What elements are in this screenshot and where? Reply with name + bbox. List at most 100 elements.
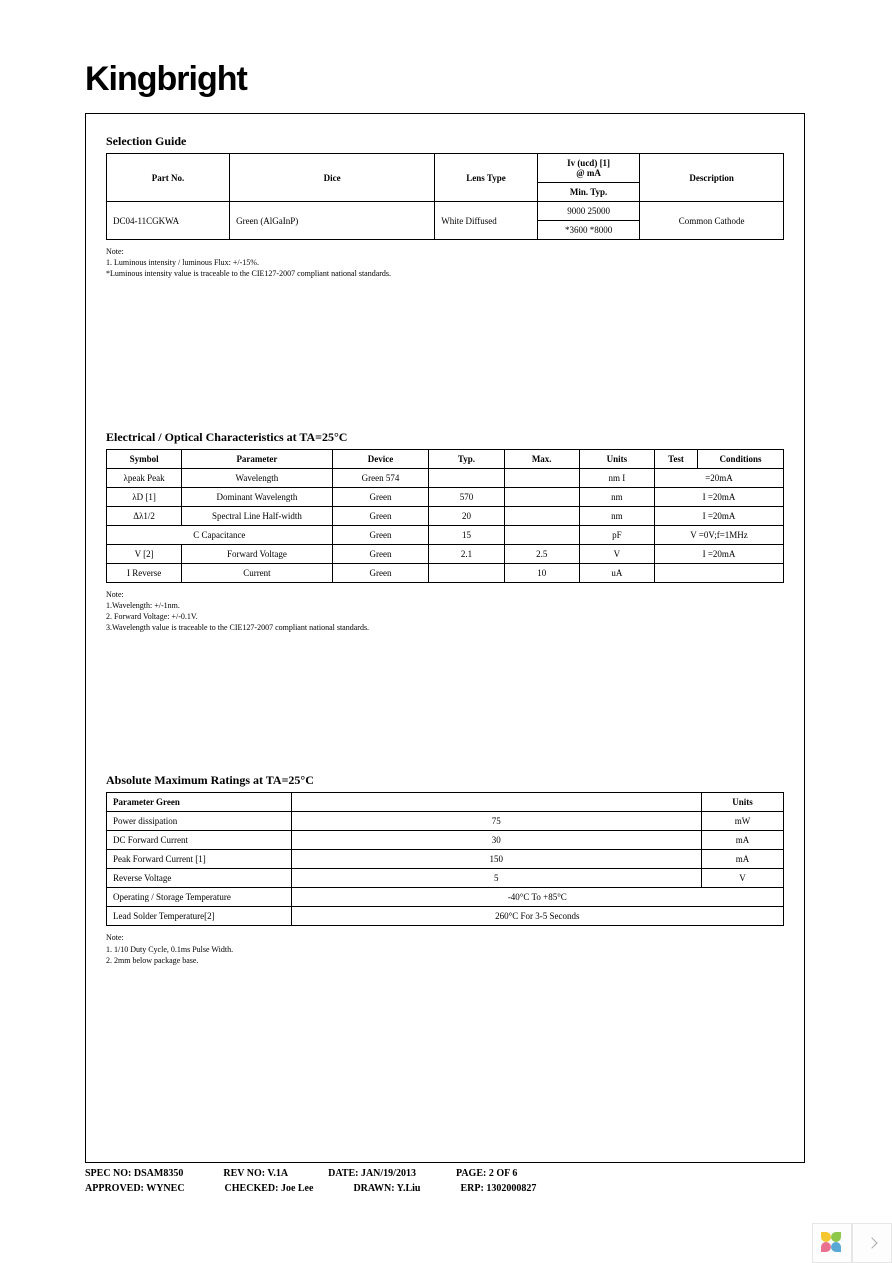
iv-header-text: Iv (ucd) [1]	[567, 158, 610, 168]
table-row: Reverse Voltage5V	[107, 869, 784, 888]
electrical-table: Symbol Parameter Device Typ. Max. Units …	[106, 449, 784, 583]
col-device: Device	[332, 449, 429, 468]
note-line: 1. 1/10 Duty Cycle, 0.1ms Pulse Width.	[106, 944, 784, 955]
note-header: Note:	[106, 246, 784, 257]
col-description: Description	[640, 154, 784, 202]
iv-sub-text: @ mA	[576, 168, 601, 178]
note-line: 1.Wavelength: +/-1nm.	[106, 600, 784, 611]
note-line: 2. 2mm below package base.	[106, 955, 784, 966]
page-content: Kingbright Selection Guide Part No. Dice…	[85, 60, 805, 1163]
cell-cond: I =20mA	[655, 544, 784, 563]
cell-dice: Green (AlGaInP)	[230, 202, 435, 240]
cell-symbol: λpeak Peak	[107, 468, 182, 487]
cell-max	[504, 506, 579, 525]
col-min-typ: Min. Typ.	[537, 183, 640, 202]
cell-part-no: DC04-11CGKWA	[107, 202, 230, 240]
cell-param: Wavelength	[182, 468, 332, 487]
cell-param: Spectral Line Half-width	[182, 506, 332, 525]
cell-device: Green	[332, 487, 429, 506]
table-row: Power dissipation75mW	[107, 812, 784, 831]
footer-page: PAGE: 2 OF 6	[456, 1168, 517, 1179]
cell-device: Green	[332, 525, 429, 544]
cell-units: V	[579, 544, 654, 563]
footer-row-2: APPROVED: WYNEC CHECKED: Joe Lee DRAWN: …	[85, 1183, 805, 1194]
table-row: Parameter Green Units	[107, 793, 784, 812]
page-footer: SPEC NO: DSAM8350 REV NO: V.1A DATE: JAN…	[85, 1168, 805, 1198]
col-max: Max.	[504, 449, 579, 468]
cell-cond: I =20mA	[655, 487, 784, 506]
cell-param: Dominant Wavelength	[182, 487, 332, 506]
col-lens-type: Lens Type	[435, 154, 538, 202]
table-row: λpeak PeakWavelengthGreen 574nm I=20mA	[107, 468, 784, 487]
table-row: DC Forward Current30mA	[107, 831, 784, 850]
cell-typ	[429, 468, 504, 487]
footer-drawn: DRAWN: Y.Liu	[353, 1183, 420, 1194]
note-line: 3.Wavelength value is traceable to the C…	[106, 622, 784, 633]
cell-typ: 20	[429, 506, 504, 525]
col-dice: Dice	[230, 154, 435, 202]
flower-icon	[821, 1232, 843, 1254]
absmax-table: Parameter Green Units Power dissipation7…	[106, 792, 784, 926]
cell-description: Common Cathode	[640, 202, 784, 240]
cell-param: Power dissipation	[107, 812, 292, 831]
cell-param: Reverse Voltage	[107, 869, 292, 888]
cell-value: 150	[291, 850, 701, 869]
note-line: 2. Forward Voltage: +/-0.1V.	[106, 611, 784, 622]
footer-rev: REV NO: V.1A	[223, 1168, 288, 1179]
electrical-notes: Note: 1.Wavelength: +/-1nm. 2. Forward V…	[106, 589, 784, 634]
cell-units: mA	[701, 850, 783, 869]
col-symbol: Symbol	[107, 449, 182, 468]
typ-label: Typ.	[590, 187, 607, 197]
absmax-notes: Note: 1. 1/10 Duty Cycle, 0.1ms Pulse Wi…	[106, 932, 784, 966]
cell-iv1: 9000 25000	[537, 202, 640, 221]
cell-lens-type: White Diffused	[435, 202, 538, 240]
table-row: λD [1]Dominant WavelengthGreen570 nmI =20…	[107, 487, 784, 506]
cell-units: nm	[579, 506, 654, 525]
selection-guide-title: Selection Guide	[106, 134, 784, 149]
logo-button[interactable]	[812, 1223, 852, 1263]
cell-param: Operating / Storage Temperature	[107, 888, 292, 907]
cell-units: mA	[701, 831, 783, 850]
cell-symbol: I Reverse	[107, 563, 182, 582]
note-header: Note:	[106, 589, 784, 600]
chevron-right-icon	[866, 1237, 877, 1248]
cell-typ: 15	[429, 525, 504, 544]
table-row: DC04-11CGKWA Green (AlGaInP) White Diffu…	[107, 202, 784, 221]
col-parameter: Parameter	[182, 449, 332, 468]
cell-max	[504, 468, 579, 487]
cell-device: Green	[332, 506, 429, 525]
col-value	[291, 793, 701, 812]
table-row: Peak Forward Current [1]150mA	[107, 850, 784, 869]
cell-device: Green	[332, 563, 429, 582]
cell-device: Green	[332, 544, 429, 563]
cell-cond: =20mA	[655, 468, 784, 487]
next-button[interactable]	[852, 1223, 892, 1263]
col-conditions: Conditions	[697, 449, 783, 468]
col-iv: Iv (ucd) [1] @ mA	[537, 154, 640, 183]
cell-typ: 570	[429, 487, 504, 506]
cell-units: nm	[579, 487, 654, 506]
cell-units: uA	[579, 563, 654, 582]
cell-value: 30	[291, 831, 701, 850]
spacer	[106, 633, 784, 773]
cell-param: Current	[182, 563, 332, 582]
table-row: Δλ1/2Spectral Line Half-widthGreen20nmI …	[107, 506, 784, 525]
table-row: Lead Solder Temperature[2]260°C For 3-5 …	[107, 907, 784, 926]
cell-value: 260°C For 3-5 Seconds	[291, 907, 783, 926]
cell-symbol: λD [1]	[107, 487, 182, 506]
table-row: Symbol Parameter Device Typ. Max. Units …	[107, 449, 784, 468]
footer-spec: SPEC NO: DSAM8350	[85, 1168, 183, 1179]
content-frame: Selection Guide Part No. Dice Lens Type …	[85, 113, 805, 1163]
footer-erp: ERP: 1302000827	[461, 1183, 537, 1194]
cell-cond: I =20mA	[655, 506, 784, 525]
col-part-no: Part No.	[107, 154, 230, 202]
cell-units: pF	[579, 525, 654, 544]
footer-row-1: SPEC NO: DSAM8350 REV NO: V.1A DATE: JAN…	[85, 1168, 805, 1179]
cell-max	[504, 487, 579, 506]
cell-units: V	[701, 869, 783, 888]
corner-widget	[812, 1223, 892, 1263]
cell-symbol: V [2]	[107, 544, 182, 563]
note-line: 1. Luminous intensity / luminous Flux: +…	[106, 257, 784, 268]
cell-param: DC Forward Current	[107, 831, 292, 850]
footer-date: DATE: JAN/19/2013	[328, 1168, 416, 1179]
